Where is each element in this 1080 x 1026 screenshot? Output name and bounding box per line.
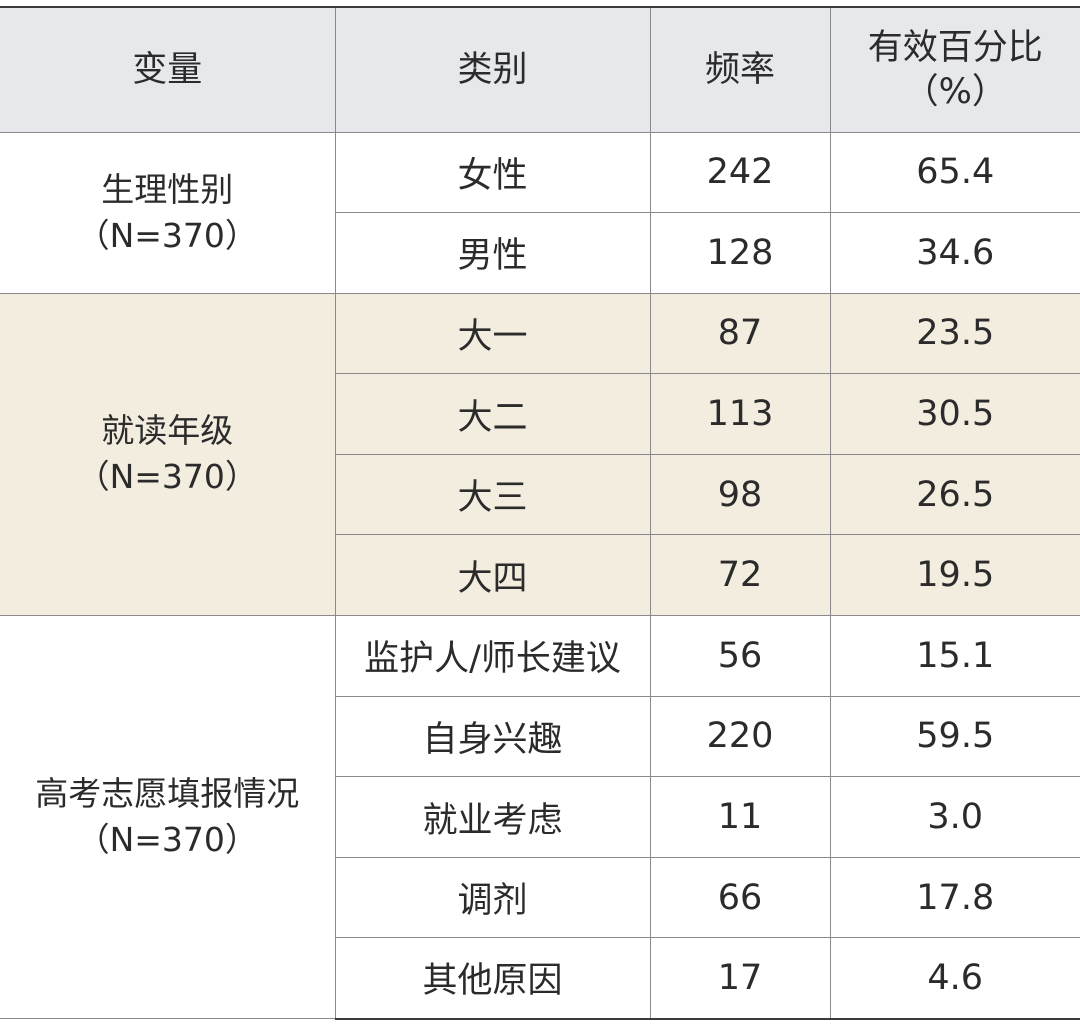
percent-cell: 34.6 (829, 212, 1080, 294)
header-percent-line2: （%） (903, 71, 1007, 112)
variable-cell-application: 高考志愿填报情况 （N=370） (0, 615, 336, 1020)
frequency-cell: 17 (649, 937, 831, 1020)
table-row: 男性 128 34.6 (0, 212, 1080, 294)
frequency-cell: 113 (649, 373, 831, 455)
table-row: 大三 98 26.5 (0, 453, 1080, 536)
statistics-table: 变量 类别 频率 有效百分比 （%） 生理性别 （N=370） 女性 242 6… (0, 6, 1080, 1020)
header-variable: 变量 (0, 6, 336, 133)
frequency-cell: 87 (649, 292, 831, 375)
variable-n: （N=370） (76, 457, 258, 497)
frequency-cell: 220 (649, 695, 831, 778)
percent-cell: 3.0 (829, 776, 1080, 858)
category-cell: 大一 (334, 292, 651, 375)
category-cell: 其他原因 (334, 937, 651, 1020)
category-cell: 监护人/师长建议 (334, 615, 651, 697)
frequency-cell: 128 (649, 212, 831, 294)
header-percent-line1: 有效百分比 (867, 27, 1043, 68)
header-category: 类别 (334, 6, 651, 133)
variable-n: （N=370） (76, 820, 258, 860)
variable-n: （N=370） (76, 215, 258, 255)
variable-name: 生理性别 (101, 169, 234, 209)
frequency-cell: 11 (649, 776, 831, 858)
category-cell: 自身兴趣 (334, 695, 651, 778)
percent-cell: 4.6 (829, 937, 1080, 1020)
frequency-cell: 56 (649, 615, 831, 697)
category-cell: 就业考虑 (334, 776, 651, 858)
frequency-cell: 242 (649, 131, 831, 214)
table-row: 就读年级 （N=370） 大一 87 23.5 (0, 292, 1080, 617)
percent-cell: 59.5 (829, 695, 1080, 778)
header-row: 变量 类别 频率 有效百分比 （%） (0, 6, 1080, 133)
percent-cell: 17.8 (829, 856, 1080, 939)
category-cell: 大二 (334, 373, 651, 455)
table-row: 其他原因 17 4.6 (0, 937, 1080, 1020)
group-grade: 就读年级 （N=370） 大一 87 23.5 大二 113 30.5 大三 9… (0, 292, 1080, 617)
table-row: 高考志愿填报情况 （N=370） 监护人/师长建议 56 15.1 (0, 615, 1080, 1020)
table-row: 自身兴趣 220 59.5 (0, 695, 1080, 778)
category-cell: 男性 (334, 212, 651, 294)
category-cell: 调剂 (334, 856, 651, 939)
table-row: 大四 72 19.5 (0, 534, 1080, 617)
percent-cell: 26.5 (829, 453, 1080, 536)
header-percent: 有效百分比 （%） (829, 6, 1080, 133)
variable-cell-gender: 生理性别 （N=370） (0, 131, 336, 294)
group-gender: 生理性别 （N=370） 女性 242 65.4 男性 128 34.6 (0, 131, 1080, 294)
table-row: 调剂 66 17.8 (0, 856, 1080, 939)
variable-cell-grade: 就读年级 （N=370） (0, 292, 336, 617)
category-cell: 女性 (334, 131, 651, 214)
frequency-cell: 66 (649, 856, 831, 939)
variable-name: 就读年级 (101, 411, 234, 451)
percent-cell: 19.5 (829, 534, 1080, 617)
category-cell: 大三 (334, 453, 651, 536)
frequency-cell: 72 (649, 534, 831, 617)
table-header: 变量 类别 频率 有效百分比 （%） (0, 6, 1080, 133)
variable-name: 高考志愿填报情况 (35, 774, 300, 814)
frequency-cell: 98 (649, 453, 831, 536)
table-row: 生理性别 （N=370） 女性 242 65.4 (0, 131, 1080, 294)
percent-cell: 23.5 (829, 292, 1080, 375)
percent-cell: 65.4 (829, 131, 1080, 214)
header-frequency: 频率 (649, 6, 831, 133)
percent-cell: 30.5 (829, 373, 1080, 455)
table-row: 大二 113 30.5 (0, 373, 1080, 455)
percent-cell: 15.1 (829, 615, 1080, 697)
group-application: 高考志愿填报情况 （N=370） 监护人/师长建议 56 15.1 自身兴趣 2… (0, 615, 1080, 1020)
category-cell: 大四 (334, 534, 651, 617)
